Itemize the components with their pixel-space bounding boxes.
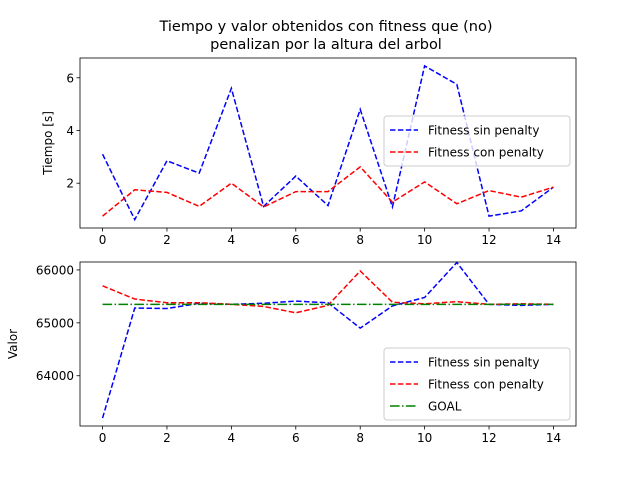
x-tick-label: 12: [481, 233, 496, 247]
y-axis-label: Tiempo [s]: [41, 111, 55, 176]
x-tick-label: 8: [356, 233, 364, 247]
legend-label: Fitness sin penalty: [428, 356, 539, 370]
subplots: 0 2 4 6 8 10 12 14 2 4 6 Tiempo [s] Fitness sin pena…: [6, 57, 577, 445]
series-line-1: [101, 261, 554, 419]
chart-title-line-1: Tiempo y valor obtenidos con fitness que…: [158, 19, 492, 35]
x-tick-label: 8: [356, 431, 364, 445]
y-tick-label: 2: [66, 177, 74, 191]
legend-label: Fitness con penalty: [428, 146, 544, 160]
axes-frame: [79, 261, 577, 427]
legend-box: [383, 347, 571, 421]
series-line-2: [102, 165, 554, 217]
y-tick-label: 66000: [36, 263, 74, 277]
x-tick-label: 4: [228, 233, 236, 247]
legend-box: [383, 115, 571, 167]
x-tick-label: 10: [417, 233, 432, 247]
x-tick-label: 4: [228, 431, 236, 445]
legend-label: Fitness sin penalty: [428, 124, 539, 138]
x-tick-label: 0: [99, 233, 107, 247]
chart-title-line-2: penalizan por la altura del arbol: [210, 37, 442, 53]
x-tick-label: 0: [99, 431, 107, 445]
y-tick-label: 4: [66, 124, 74, 138]
y-tick-label: 6: [66, 71, 74, 85]
x-tick-label: 2: [163, 431, 171, 445]
legend-label: GOAL: [428, 400, 462, 414]
legend-label: Fitness con penalty: [428, 378, 544, 392]
subplot-2: 0 2 4 6 8 10 12 14 64000 65000 66000 Valor Fitness s…: [6, 261, 577, 445]
y-tick-label: 64000: [36, 369, 74, 383]
x-tick-label: 6: [292, 431, 300, 445]
x-tick-label: 2: [163, 233, 171, 247]
axes-frame: [79, 57, 577, 229]
legend: Fitness sin penalty Fitness con penalty: [383, 115, 571, 167]
subplot-1: 0 2 4 6 8 10 12 14 2 4 6 Tiempo [s] Fitness sin pena…: [41, 57, 577, 247]
series-line-1: [101, 64, 554, 222]
x-tick-label: 12: [481, 431, 496, 445]
x-tick-label: 6: [292, 233, 300, 247]
y-axis-label: Valor: [6, 329, 20, 359]
x-tick-label: 14: [546, 233, 561, 247]
y-tick-label: 65000: [36, 316, 74, 330]
legend: Fitness sin penalty Fitness con penalty GO…: [383, 347, 571, 421]
series-line-2: [102, 269, 554, 314]
x-tick-label: 10: [417, 431, 432, 445]
x-tick-label: 14: [546, 431, 561, 445]
